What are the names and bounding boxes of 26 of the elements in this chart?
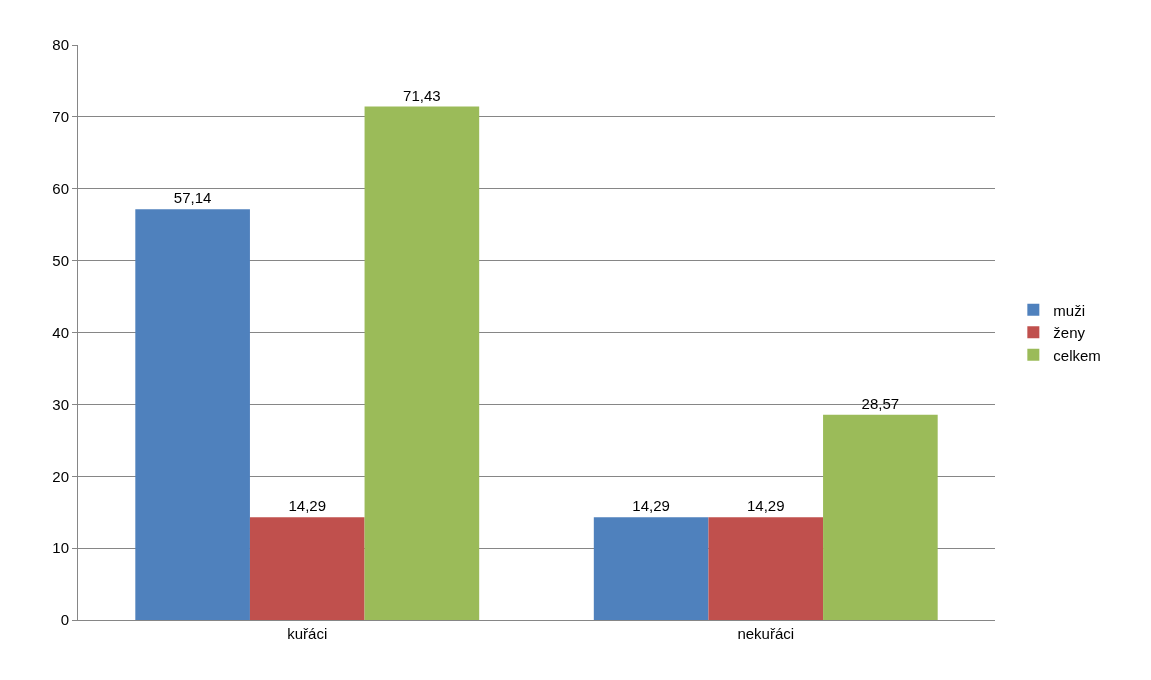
y-tick-label: 70 [52, 108, 69, 126]
data-label: 14,29 [746, 497, 785, 515]
y-tick-label: 10 [52, 539, 69, 557]
x-tick-label: kuřáci [287, 625, 328, 642]
y-tick-label: 0 [60, 611, 69, 629]
y-tick-label: 50 [52, 251, 69, 269]
y-tick-label: 30 [52, 395, 69, 413]
data-label: 28,57 [861, 394, 900, 412]
y-tick-label: 80 [52, 36, 69, 54]
bar [823, 414, 938, 620]
bar [593, 517, 709, 620]
bar [135, 209, 250, 620]
bar [249, 517, 365, 620]
legend-label: celkem [1053, 346, 1101, 364]
x-tick-label: nekuřáci [737, 625, 795, 642]
y-tick-label: 40 [52, 323, 69, 341]
legend-label: muži [1053, 301, 1086, 319]
y-tick-label: 20 [52, 467, 69, 485]
data-label: 14,29 [632, 497, 670, 515]
data-label: 57,14 [173, 189, 212, 207]
data-label: 71,43 [403, 86, 441, 104]
legend-label: ženy [1053, 324, 1086, 342]
bar [708, 517, 824, 620]
bar [364, 106, 480, 620]
data-label: 14,29 [288, 497, 327, 515]
y-tick-label: 60 [52, 180, 69, 197]
